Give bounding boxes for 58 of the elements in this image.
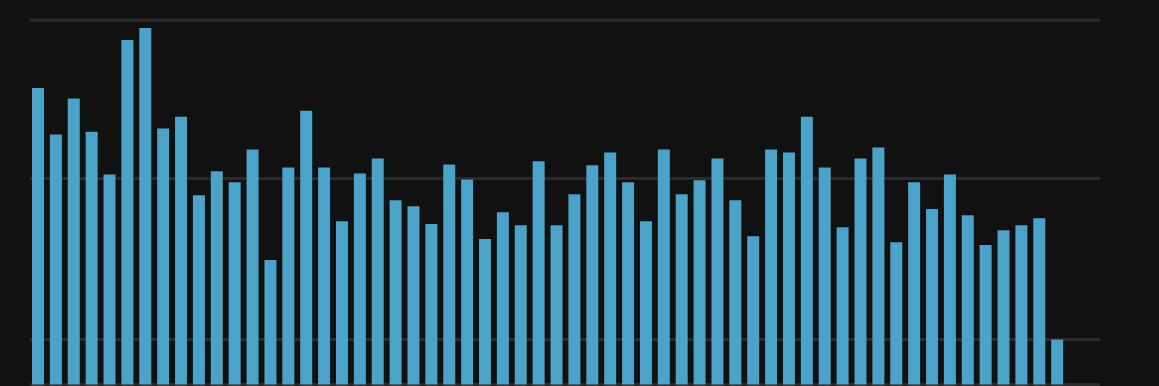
- bar: [157, 128, 170, 385]
- bar: [1033, 218, 1046, 385]
- bar: [371, 158, 384, 385]
- bar: [711, 158, 724, 385]
- bar: [103, 174, 116, 385]
- bar: [335, 221, 348, 385]
- bar: [908, 182, 921, 385]
- bar: [639, 221, 652, 385]
- bar: [765, 149, 778, 385]
- bar: [997, 230, 1010, 385]
- bar: [943, 174, 956, 385]
- bar: [854, 158, 867, 385]
- bar: [926, 209, 939, 385]
- bar: [782, 152, 795, 385]
- bar: [300, 110, 313, 385]
- bar: [139, 28, 152, 385]
- bar: [246, 149, 259, 385]
- bar: [32, 87, 44, 385]
- bar: [67, 98, 80, 385]
- bar: [961, 215, 974, 385]
- bar: [496, 212, 509, 385]
- bar: [657, 149, 670, 385]
- bar: [121, 40, 134, 385]
- bar: [282, 167, 295, 385]
- bar: [729, 200, 742, 385]
- bar: [85, 131, 98, 385]
- bar: [49, 134, 62, 385]
- bar: [192, 195, 205, 385]
- bar: [568, 194, 581, 385]
- bar: [693, 180, 706, 385]
- bar: [425, 224, 438, 385]
- bar: [318, 167, 331, 385]
- bar: [461, 179, 474, 385]
- bar: [586, 165, 599, 385]
- bar: [532, 161, 545, 385]
- bar: [550, 225, 563, 385]
- bar: [890, 242, 903, 385]
- bar: [389, 200, 402, 385]
- bar: [443, 164, 456, 385]
- bar: [622, 182, 635, 385]
- bar: [747, 236, 760, 385]
- bar: [604, 152, 617, 385]
- bar: [210, 171, 223, 385]
- bar: [353, 173, 366, 385]
- bar: [479, 239, 492, 385]
- bar: [228, 182, 241, 385]
- bar: [872, 147, 885, 385]
- bar: [979, 245, 992, 385]
- bar: [1015, 225, 1028, 385]
- bar: [514, 225, 527, 385]
- bar: [800, 116, 813, 385]
- bar: [264, 260, 277, 385]
- bar: [175, 116, 188, 385]
- bar: [1051, 339, 1064, 385]
- bar: [836, 227, 849, 385]
- bar: [818, 167, 831, 385]
- bar: [407, 206, 420, 385]
- bar: [675, 194, 688, 385]
